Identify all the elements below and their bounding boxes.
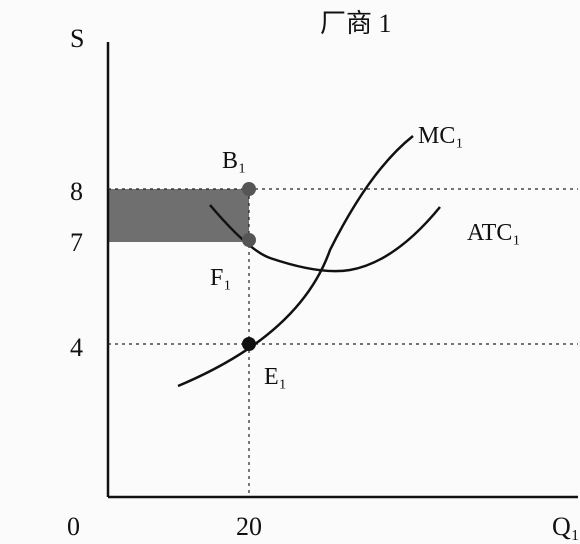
point-e xyxy=(242,337,256,351)
y-axis-label: S xyxy=(70,24,84,53)
diagram-title: 厂商 1 xyxy=(320,9,392,38)
point-f xyxy=(242,233,256,247)
point-f-label: F₁ xyxy=(210,265,232,291)
x-tick-20: 20 xyxy=(236,512,262,541)
x-axis-label: Q₁ xyxy=(552,512,580,541)
y-tick-7: 7 xyxy=(70,228,83,257)
origin-label: 0 xyxy=(67,512,80,541)
mc-curve xyxy=(177,135,414,388)
atc-label: ATC₁ xyxy=(467,220,521,246)
point-b xyxy=(242,182,256,196)
y-tick-8: 8 xyxy=(70,177,83,206)
point-b-label: B₁ xyxy=(222,148,246,174)
mc-label: MC₁ xyxy=(418,123,464,149)
point-e-label: E₁ xyxy=(264,364,287,390)
profit-area xyxy=(108,189,249,242)
y-tick-4: 4 xyxy=(70,333,83,362)
